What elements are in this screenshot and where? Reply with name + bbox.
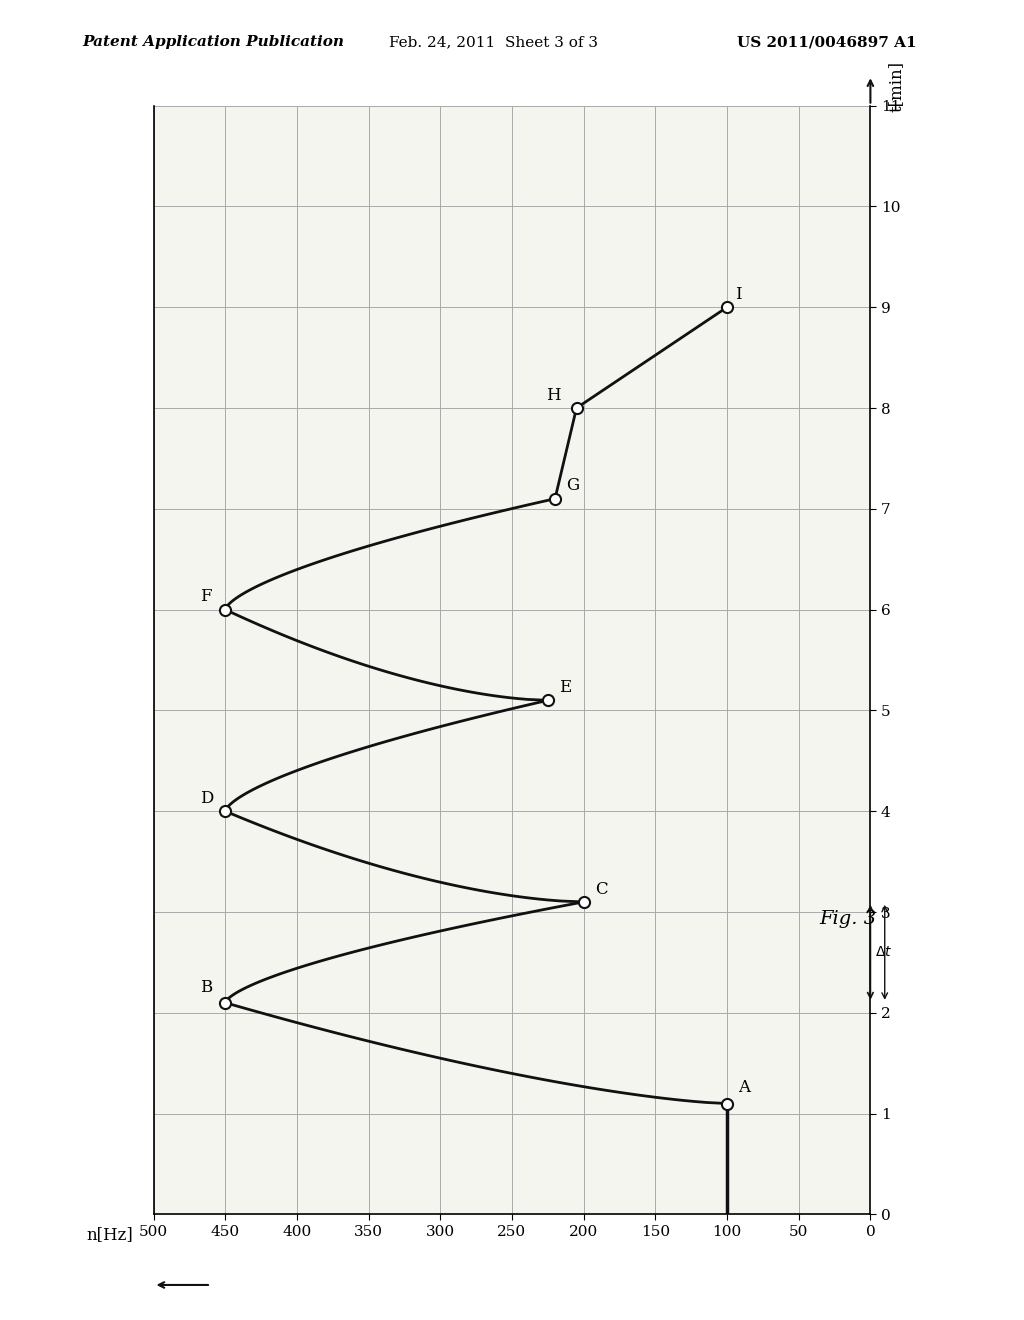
Text: C: C (595, 880, 607, 898)
Text: n[Hz]: n[Hz] (86, 1226, 133, 1242)
Text: F: F (201, 589, 212, 606)
Text: Feb. 24, 2011  Sheet 3 of 3: Feb. 24, 2011 Sheet 3 of 3 (389, 36, 598, 49)
Text: H: H (546, 387, 560, 404)
Text: A: A (738, 1080, 751, 1097)
Text: Fig. 3: Fig. 3 (819, 909, 877, 928)
Text: G: G (566, 478, 580, 495)
Text: $\Delta t$: $\Delta t$ (874, 945, 892, 960)
Text: t[min]: t[min] (888, 61, 904, 112)
Text: Patent Application Publication: Patent Application Publication (82, 36, 344, 49)
Text: E: E (559, 678, 571, 696)
Text: B: B (201, 978, 213, 995)
Text: D: D (201, 789, 214, 807)
Text: US 2011/0046897 A1: US 2011/0046897 A1 (737, 36, 916, 49)
Text: I: I (735, 286, 742, 302)
